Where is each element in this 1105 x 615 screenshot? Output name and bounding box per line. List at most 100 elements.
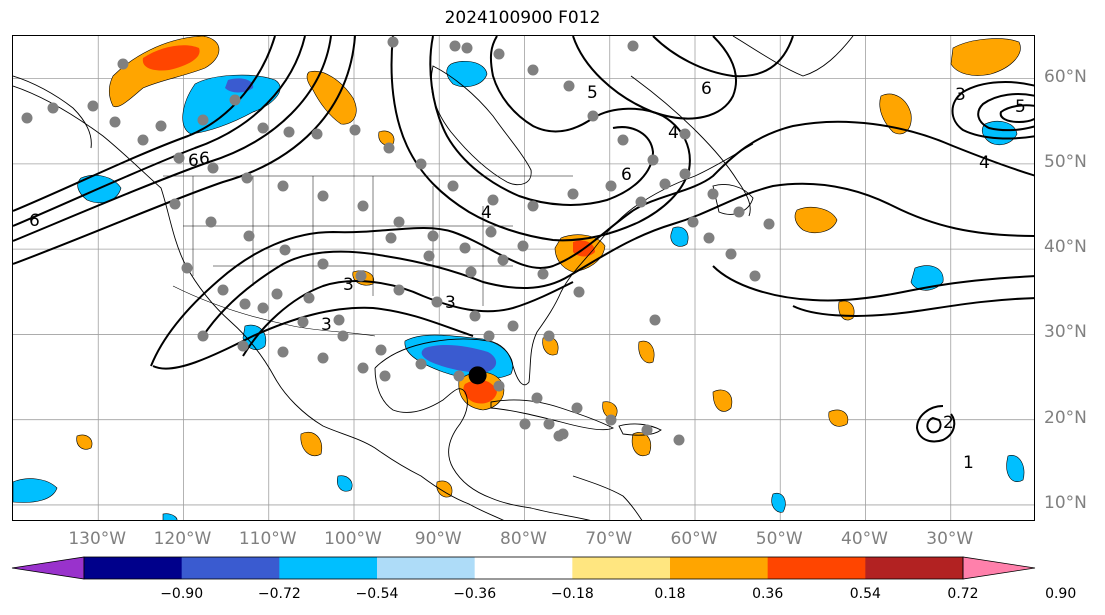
station-dot	[647, 154, 659, 166]
station-dot	[217, 284, 229, 296]
station-dot	[383, 142, 395, 154]
colorbar-segment	[181, 557, 280, 579]
orange-region-atl-e2	[879, 93, 912, 135]
latitude-label: 10°N	[1044, 492, 1087, 513]
contour-label: 6	[1033, 145, 1035, 165]
longitude-label: 110°W	[238, 529, 297, 549]
colorbar-segment	[670, 557, 769, 579]
latitude-label: 50°N	[1044, 151, 1087, 172]
darkblue-region-gulf	[421, 345, 497, 373]
contour-label: 3	[445, 293, 456, 313]
colorbar-tick-label: −0.54	[355, 586, 399, 602]
contour-label: 4	[481, 203, 492, 223]
blue-region-ne	[670, 226, 689, 247]
station-dot	[749, 270, 761, 282]
station-dot	[483, 330, 495, 342]
colorbar-low-extend	[11, 556, 85, 580]
station-dot	[427, 230, 439, 242]
station-dot	[673, 434, 685, 446]
station-dot	[87, 100, 99, 112]
colorbar-tick-label: 0.72	[947, 586, 979, 602]
contour-label: 5	[1015, 97, 1026, 117]
station-dot	[303, 292, 315, 304]
blue-region-small-3	[1006, 455, 1025, 482]
station-dot	[617, 134, 629, 146]
station-dot	[317, 352, 329, 364]
station-dot	[641, 424, 653, 436]
station-dot	[459, 242, 471, 254]
station-dot	[679, 168, 691, 180]
station-dot	[627, 40, 639, 52]
latitude-label: 40°N	[1044, 237, 1087, 258]
colorbar-tick-label: 0.54	[849, 586, 881, 602]
station-dot	[137, 134, 149, 146]
blue-region-small-1	[337, 475, 353, 492]
station-dot	[461, 42, 473, 54]
station-dot	[447, 180, 459, 192]
station-dot	[703, 232, 715, 244]
orange-region-small-5	[631, 432, 652, 456]
station-dot	[493, 48, 505, 60]
station-dot	[543, 418, 555, 430]
height-contours	[13, 36, 1034, 443]
longitude-label: 30°W	[926, 529, 974, 549]
station-dot	[355, 270, 367, 282]
shaded-anomaly-regions	[13, 36, 1025, 520]
orange-region-ne-atl	[950, 38, 1021, 76]
station-dot	[763, 218, 775, 230]
longitude-label: 50°W	[755, 529, 803, 549]
station-dot	[311, 128, 323, 140]
map-title: 2024100900 F012	[444, 8, 601, 28]
station-dot	[333, 314, 345, 326]
colorbar-segment	[572, 557, 671, 579]
latitude-label: 20°N	[1044, 407, 1087, 428]
orange-region-nw2	[306, 70, 357, 125]
station-dot	[257, 122, 269, 134]
colorbar-tick-label: 0.18	[654, 586, 686, 602]
station-dot	[517, 240, 529, 252]
contour-label: 3	[321, 315, 332, 335]
station-dot	[687, 216, 699, 228]
orange-region-small-4	[300, 432, 323, 456]
blue-region-canada	[446, 61, 488, 87]
station-dot	[169, 198, 181, 210]
map-canvas: 66645643343566321	[13, 36, 1035, 520]
station-dot	[277, 346, 289, 358]
orange-region-small-1	[712, 389, 733, 412]
station-dot	[415, 358, 427, 370]
red-region-caribbean	[463, 379, 497, 404]
station-dot	[543, 330, 555, 342]
station-dot	[527, 200, 539, 212]
longitude-label: 60°W	[670, 529, 718, 549]
station-dot	[725, 248, 737, 260]
longitude-label: 120°W	[153, 529, 212, 549]
station-dot	[537, 268, 549, 280]
colorbar-tick-label: 0.36	[752, 586, 784, 602]
red-region-nw	[142, 45, 200, 71]
contour-label: 1	[963, 453, 974, 473]
station-dot	[487, 194, 499, 206]
contour-labels: 66645643343566321	[29, 79, 1035, 473]
colorbar-segment	[767, 557, 866, 579]
blue-region-atl-mid	[910, 265, 944, 291]
latitude-label: 30°N	[1044, 322, 1087, 343]
station-dot	[317, 190, 329, 202]
station-dot	[337, 330, 349, 342]
storm-center-marker	[468, 366, 487, 385]
station-dot	[277, 180, 289, 192]
longitude-label: 70°W	[585, 529, 633, 549]
blue-region-small-2	[771, 492, 786, 513]
longitude-label: 80°W	[500, 529, 547, 549]
station-dot	[257, 302, 269, 314]
colorbar-outline	[83, 556, 964, 580]
station-dot	[197, 330, 209, 342]
station-dot	[567, 188, 579, 200]
station-dot	[379, 370, 391, 382]
station-dot	[733, 206, 745, 218]
contour-label: 4	[668, 123, 679, 143]
contour-label: 6	[621, 165, 632, 185]
station-dot	[117, 58, 129, 70]
station-dot	[21, 112, 33, 124]
station-dot	[283, 126, 295, 138]
station-dot	[531, 392, 543, 404]
